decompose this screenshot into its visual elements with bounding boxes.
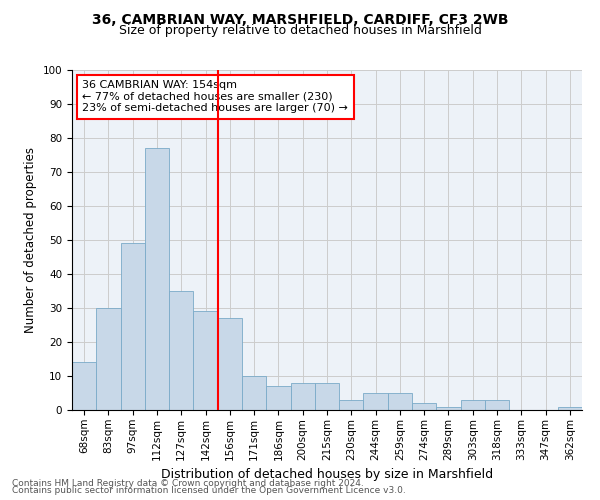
Bar: [145, 148, 169, 410]
Bar: [193, 312, 218, 410]
Bar: [290, 383, 315, 410]
Bar: [169, 291, 193, 410]
Bar: [485, 400, 509, 410]
Bar: [339, 400, 364, 410]
X-axis label: Distribution of detached houses by size in Marshfield: Distribution of detached houses by size …: [161, 468, 493, 481]
Bar: [412, 403, 436, 410]
Y-axis label: Number of detached properties: Number of detached properties: [24, 147, 37, 333]
Bar: [436, 406, 461, 410]
Text: Size of property relative to detached houses in Marshfield: Size of property relative to detached ho…: [119, 24, 481, 37]
Text: Contains HM Land Registry data © Crown copyright and database right 2024.: Contains HM Land Registry data © Crown c…: [12, 478, 364, 488]
Bar: [315, 383, 339, 410]
Bar: [242, 376, 266, 410]
Bar: [461, 400, 485, 410]
Bar: [218, 318, 242, 410]
Bar: [558, 406, 582, 410]
Bar: [388, 393, 412, 410]
Bar: [121, 244, 145, 410]
Bar: [72, 362, 96, 410]
Text: 36 CAMBRIAN WAY: 154sqm
← 77% of detached houses are smaller (230)
23% of semi-d: 36 CAMBRIAN WAY: 154sqm ← 77% of detache…: [82, 80, 348, 114]
Bar: [364, 393, 388, 410]
Bar: [266, 386, 290, 410]
Text: Contains public sector information licensed under the Open Government Licence v3: Contains public sector information licen…: [12, 486, 406, 495]
Bar: [96, 308, 121, 410]
Text: 36, CAMBRIAN WAY, MARSHFIELD, CARDIFF, CF3 2WB: 36, CAMBRIAN WAY, MARSHFIELD, CARDIFF, C…: [92, 12, 508, 26]
